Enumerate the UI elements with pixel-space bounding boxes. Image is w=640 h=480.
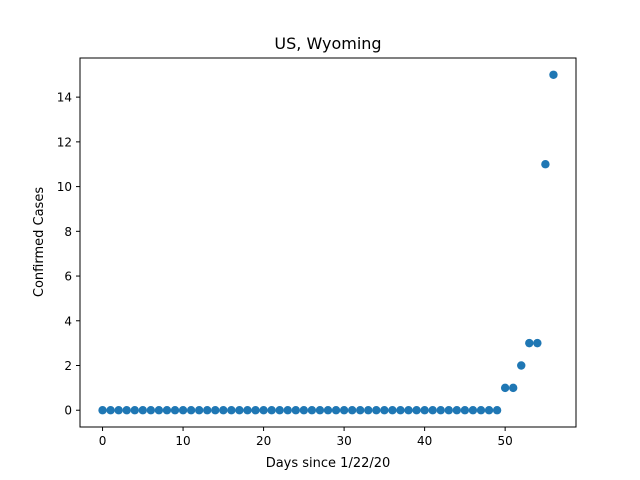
x-tick-label: 40 xyxy=(417,434,432,448)
data-point xyxy=(251,406,260,415)
data-point xyxy=(219,406,228,415)
y-tick-label: 6 xyxy=(64,270,72,284)
y-tick-label: 14 xyxy=(57,91,72,105)
data-point xyxy=(186,406,196,415)
data-point xyxy=(549,70,558,79)
data-point xyxy=(428,406,437,415)
data-point xyxy=(194,406,204,415)
data-point xyxy=(517,361,526,370)
data-point xyxy=(420,406,429,415)
data-point xyxy=(347,406,357,415)
data-point xyxy=(243,406,252,415)
data-point xyxy=(299,406,309,415)
data-point xyxy=(283,406,292,415)
y-axis-ticks: 0 2 4 6 8 10 12 14 xyxy=(57,91,80,418)
data-point xyxy=(235,406,244,415)
data-point xyxy=(476,406,486,415)
data-point xyxy=(307,406,317,415)
data-point xyxy=(436,406,445,415)
data-point xyxy=(203,406,212,415)
data-point xyxy=(323,406,333,415)
data-point xyxy=(380,406,389,415)
data-point xyxy=(533,338,542,348)
data-point xyxy=(267,406,276,415)
data-point xyxy=(396,406,405,415)
y-axis-label: Confirmed Cases xyxy=(32,187,47,297)
plot-area-frame xyxy=(79,57,577,428)
data-point xyxy=(364,406,373,415)
data-point xyxy=(146,406,156,415)
data-points xyxy=(98,70,558,415)
data-point xyxy=(291,406,300,415)
y-tick-label: 10 xyxy=(57,180,72,194)
data-point xyxy=(315,406,325,415)
x-tick-label: 20 xyxy=(256,434,271,448)
data-point xyxy=(331,406,341,415)
data-point xyxy=(468,406,478,415)
data-point xyxy=(404,406,413,415)
data-point xyxy=(372,406,381,415)
data-point xyxy=(98,406,107,415)
data-point xyxy=(122,406,131,415)
x-tick-label: 0 xyxy=(99,434,107,448)
x-tick-label: 10 xyxy=(175,434,190,448)
y-tick-label: 2 xyxy=(64,359,72,373)
data-point xyxy=(178,406,188,415)
data-point xyxy=(541,160,550,169)
y-tick-label: 12 xyxy=(57,135,72,149)
data-point xyxy=(444,406,453,415)
data-point xyxy=(130,406,139,415)
data-point xyxy=(460,406,470,415)
data-point xyxy=(138,406,148,415)
data-point xyxy=(275,406,284,415)
data-point xyxy=(508,383,518,393)
data-point xyxy=(154,406,164,415)
data-point xyxy=(525,338,534,348)
data-point xyxy=(492,406,502,415)
data-point xyxy=(388,406,397,415)
y-tick-label: 0 xyxy=(64,404,72,418)
chart-title: US, Wyoming xyxy=(274,34,381,53)
x-axis-label: Days since 1/22/20 xyxy=(266,456,391,471)
data-point xyxy=(162,406,172,415)
data-point xyxy=(500,383,510,393)
y-tick-label: 4 xyxy=(64,314,72,328)
data-point xyxy=(259,406,268,415)
x-axis-ticks: 0 10 20 30 40 50 xyxy=(99,427,513,448)
y-tick-label: 8 xyxy=(64,225,72,239)
data-point xyxy=(339,406,349,415)
data-point xyxy=(452,406,462,415)
data-point xyxy=(114,406,123,415)
x-tick-label: 50 xyxy=(498,434,513,448)
data-point xyxy=(106,406,115,415)
data-point xyxy=(484,406,494,415)
data-point xyxy=(227,406,236,415)
data-point xyxy=(412,406,421,415)
data-point xyxy=(170,406,180,415)
x-tick-label: 30 xyxy=(336,434,351,448)
data-point xyxy=(211,406,220,415)
data-point xyxy=(356,406,365,415)
